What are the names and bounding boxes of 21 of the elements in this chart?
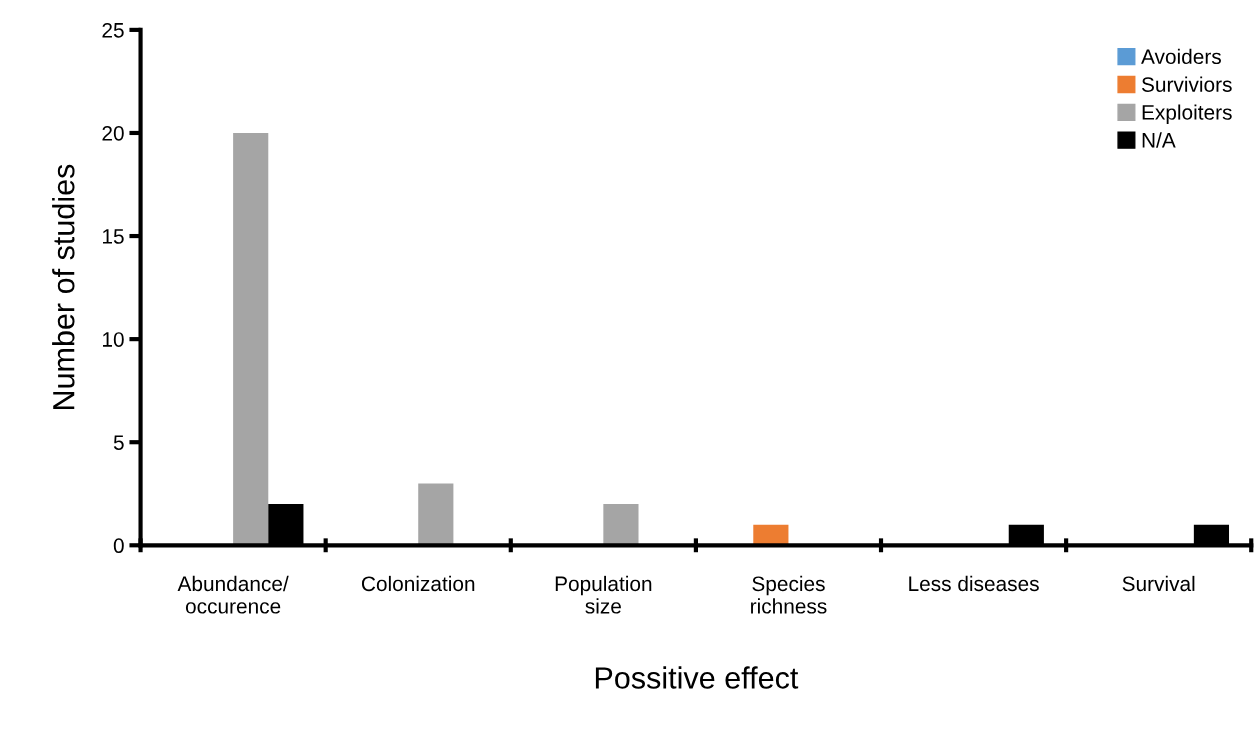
y-tick-label: 15	[103, 229, 124, 244]
y-tick-label: 10	[103, 332, 124, 347]
bar	[603, 504, 639, 546]
x-tick-label: Abundance/ occurence	[177, 575, 289, 614]
x-tick-label: Survival	[1122, 575, 1195, 592]
x-tick-label: Species richness	[751, 575, 827, 614]
x-axis-title: Possitive effect	[595, 666, 799, 689]
legend-label: N/A	[1142, 132, 1176, 148]
x-tick-label: Less diseases	[909, 575, 1039, 592]
bar	[418, 483, 454, 546]
x-tick-label: Population size	[555, 575, 652, 614]
y-tick-label: 25	[102, 22, 124, 38]
y-tick-label: 5	[113, 435, 124, 450]
legend-label: Avoiders	[1141, 48, 1221, 65]
legend-label: Exploiters	[1142, 104, 1232, 124]
y-axis-title: Number of studies	[52, 164, 75, 410]
y-tick-label: 0	[113, 538, 124, 554]
x-tick-label: Colonization	[361, 575, 475, 592]
bar	[233, 132, 269, 546]
legend-label: Surviviors	[1141, 76, 1232, 92]
y-tick-label: 20	[102, 125, 124, 141]
